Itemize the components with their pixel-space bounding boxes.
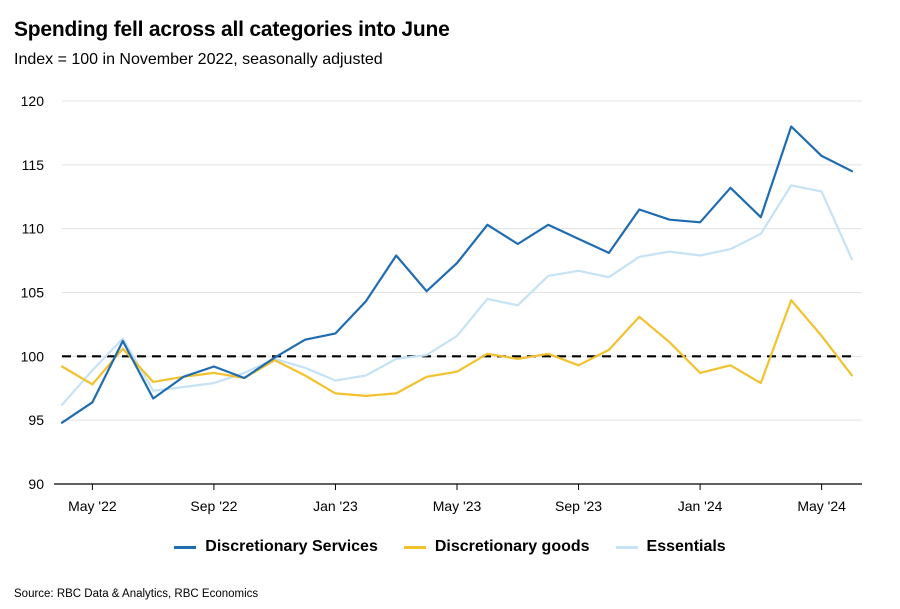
y-tick-label: 105 (21, 285, 45, 301)
series-line-essentials (60, 184, 854, 406)
y-axis-ticks: 90 95 100 105 110 115 120 (21, 93, 45, 492)
x-axis: May '22 Sep '22 Jan '23 May '23 Sep '23 Jan '… (54, 483, 862, 514)
y-tick-label: 120 (21, 93, 45, 109)
legend-item: Discretionary goods (403, 538, 590, 556)
x-tick-label: May '24 (797, 498, 846, 514)
y-tick-label: 95 (28, 412, 44, 428)
series-line-discretionary-services (60, 125, 854, 424)
line-chart: 90 95 100 105 110 115 120 May '22 Sep '22 Jan '2… (21, 93, 862, 514)
legend-swatch-icon (403, 545, 426, 549)
source-note: Source: RBC Data & Analytics, RBC Econom… (14, 588, 259, 600)
legend-item: Discretionary Services (174, 538, 378, 556)
x-tick-label: Jan '23 (313, 498, 358, 514)
legend-swatch-icon (174, 545, 197, 549)
legend-label: Discretionary goods (434, 538, 590, 555)
y-tick-label: 100 (21, 348, 45, 364)
legend-item: Essentials (615, 538, 726, 556)
legend-swatch-icon (615, 545, 638, 549)
x-tick-label: Sep '22 (190, 498, 237, 514)
y-tick-label: 110 (22, 221, 45, 237)
legend-label: Discretionary Services (205, 538, 378, 555)
x-tick-label: Jan '24 (678, 498, 723, 514)
x-tick-label: May '22 (68, 498, 117, 514)
legend-label: Essentials (646, 538, 726, 555)
chart-subtitle: Index = 100 in November 2022, seasonally… (14, 51, 383, 68)
series-line-discretionary-goods (60, 299, 854, 397)
legend: Discretionary Services Discretionary good… (0, 538, 900, 556)
x-tick-label: May '23 (433, 498, 482, 514)
y-tick-label: 90 (28, 476, 44, 492)
series-lines (60, 125, 854, 424)
chart-title: Spending fell across all categories into… (14, 18, 450, 41)
y-tick-label: 115 (22, 157, 45, 173)
x-tick-label: Sep '23 (555, 498, 602, 514)
